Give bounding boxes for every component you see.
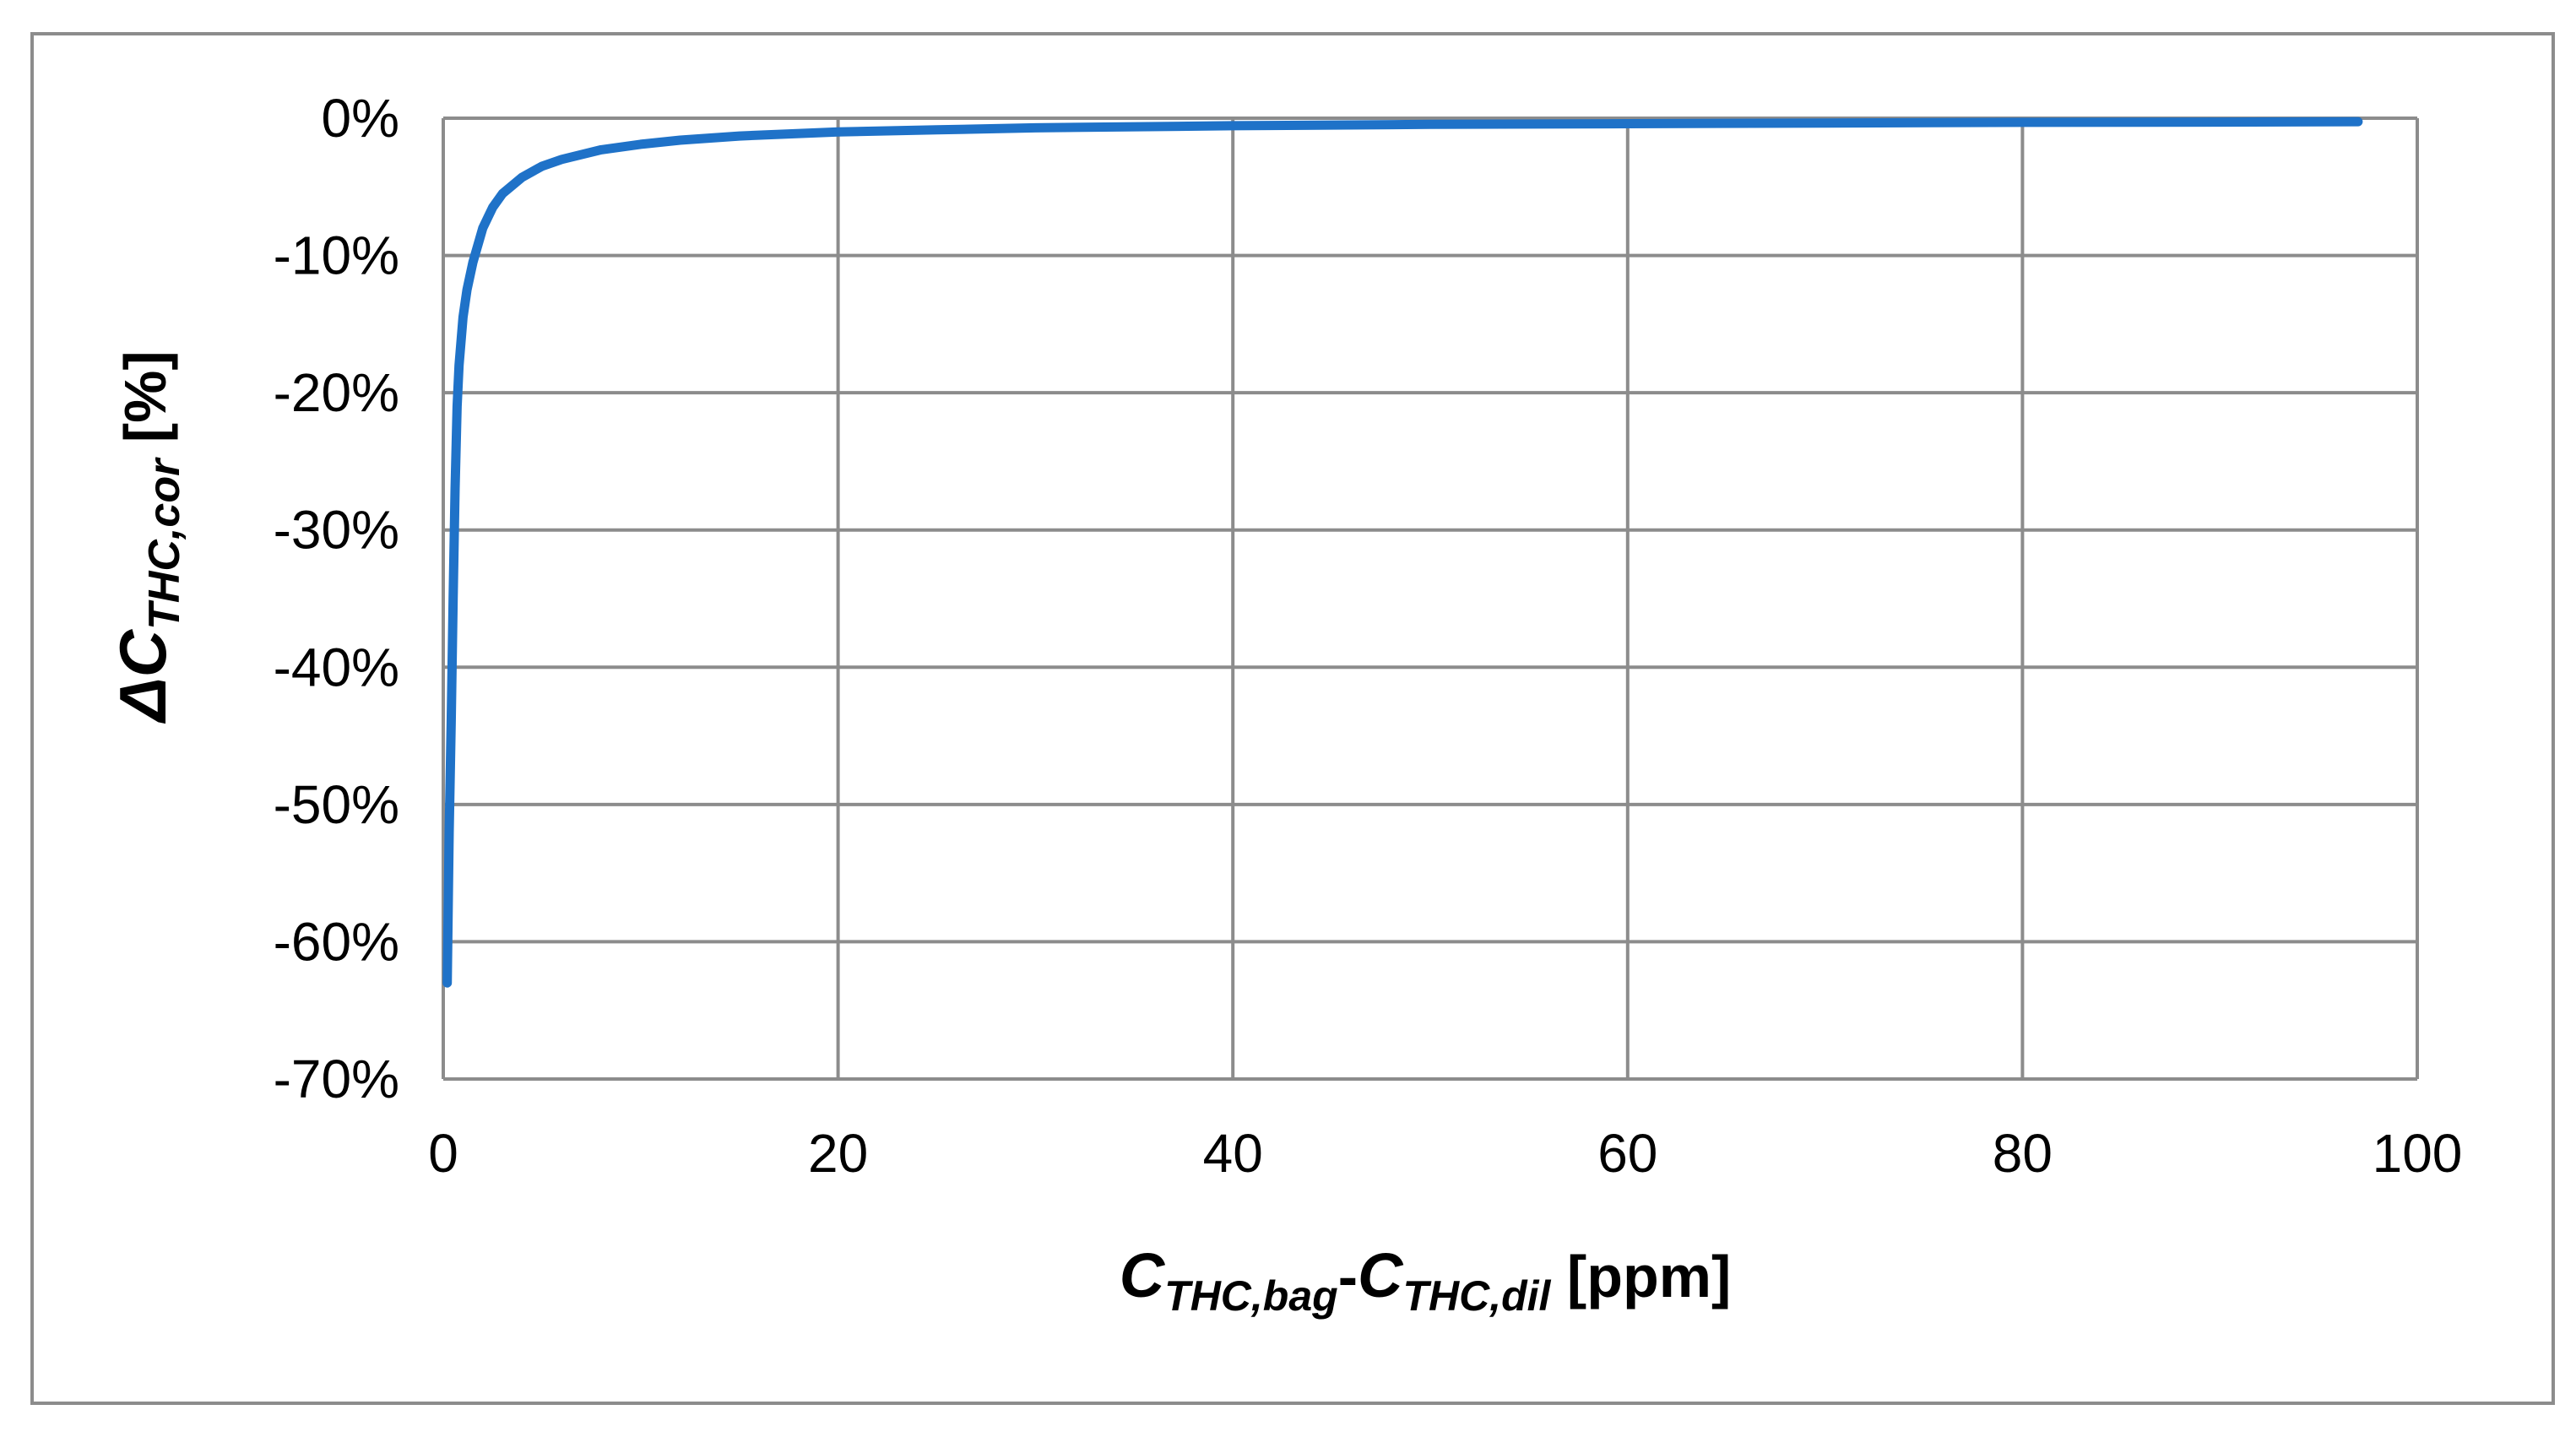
x-tick-label: 100 [2373,1123,2463,1184]
y-tick-labels: 0% -10% -20% -30% -40% -50% -60% -70% [274,88,399,1109]
y-tick-label: -20% [274,362,399,423]
x-axis-title-subscript-1: THC,bag [1164,1272,1338,1320]
y-tick-label: -60% [274,911,399,972]
y-tick-label: -70% [274,1049,399,1109]
x-axis-title-base-2: C [1358,1240,1404,1310]
y-axis-title-subscript: THC,cor [140,457,189,630]
x-axis-title-base-1: C [1120,1240,1166,1310]
y-tick-label: -50% [274,774,399,835]
series-line [442,117,2363,988]
y-axis-title-base: C [106,628,180,677]
gridlines [442,117,2419,1081]
y-axis-title-unit: [%] [112,350,178,458]
x-tick-label: 60 [1597,1123,1657,1184]
y-axis-title: ΔCTHC,cor [%] [106,350,189,724]
x-axis-title: CTHC,bag-CTHC,dil [ppm] [1120,1240,1732,1320]
y-tick-label: -30% [274,500,399,561]
x-tick-label: 0 [428,1123,458,1184]
x-axis-title-unit: [ppm] [1550,1244,1731,1310]
chart-frame [30,32,2555,1405]
y-tick-label: -40% [274,637,399,697]
x-axis-title-dash: - [1338,1244,1358,1310]
y-tick-label: 0% [322,88,400,149]
x-axis-title-subscript-2: THC,dil [1402,1272,1551,1320]
y-axis-title-delta: Δ [106,677,180,724]
series-group [442,117,2363,988]
x-tick-label: 40 [1203,1123,1263,1184]
y-tick-label: -10% [274,225,399,286]
x-tick-label: 20 [808,1123,868,1184]
x-tick-label: 80 [1993,1123,2053,1184]
x-tick-labels: 0 20 40 60 80 100 [428,1123,2462,1184]
